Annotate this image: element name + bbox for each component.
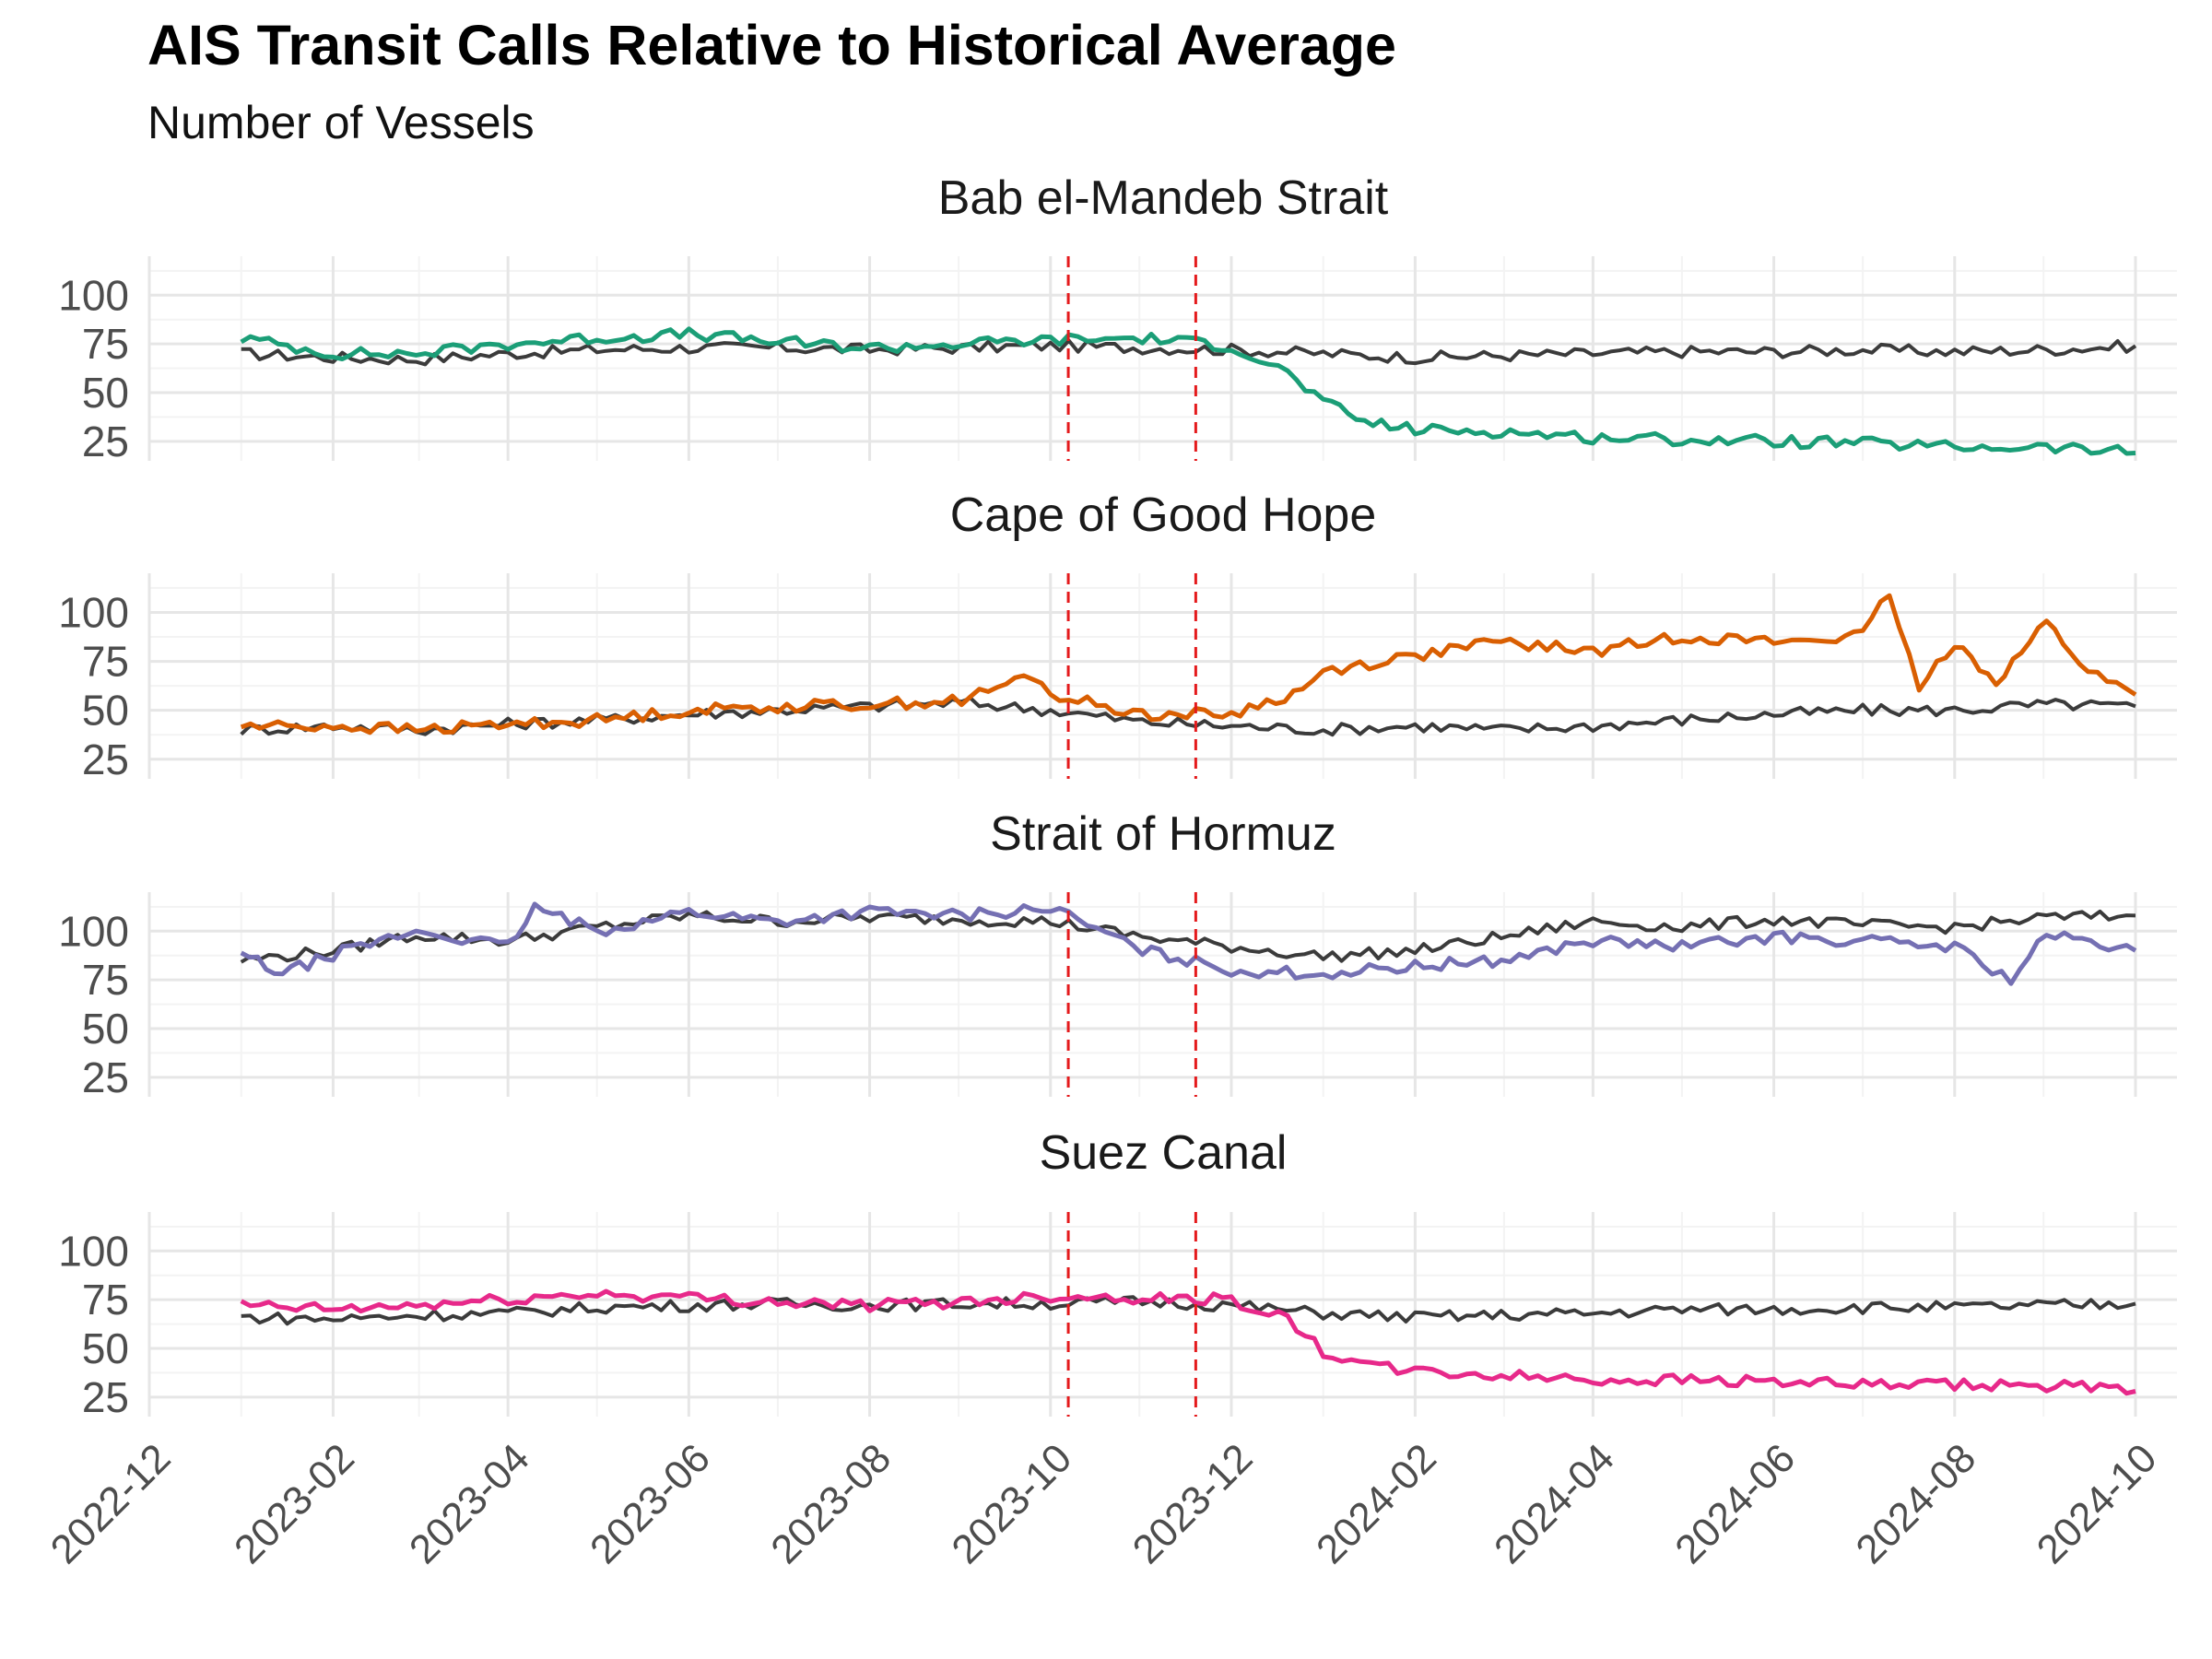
historical-average-line — [241, 338, 2137, 367]
transit-calls-line — [240, 901, 2137, 986]
y-tick-label: 50 — [82, 1324, 129, 1372]
x-tick-label: 2023-04 — [401, 1435, 538, 1572]
y-tick-label: 100 — [58, 588, 129, 636]
x-tick-label: 2023-08 — [762, 1435, 900, 1572]
y-tick-label: 75 — [82, 1276, 129, 1324]
y-tick-label: 50 — [82, 687, 129, 735]
x-tick-label: 2023-02 — [226, 1435, 363, 1572]
y-tick-label: 100 — [58, 907, 129, 955]
facet-title: Suez Canal — [1040, 1126, 1288, 1180]
y-tick-label: 25 — [82, 1373, 129, 1421]
y-tick-label: 75 — [82, 638, 129, 686]
x-tick-label: 2024-10 — [2029, 1435, 2166, 1572]
y-tick-label: 75 — [82, 956, 129, 1004]
historical-average-line — [240, 909, 2136, 964]
y-tick-label: 25 — [82, 735, 129, 783]
x-tick-label: 2024-04 — [1486, 1435, 1623, 1572]
facet-title: Strait of Hormuz — [990, 807, 1336, 861]
y-tick-label: 75 — [82, 320, 129, 368]
facet-title: Cape of Good Hope — [950, 488, 1377, 542]
x-tick-label: 2023-10 — [943, 1435, 1080, 1572]
chart-title: AIS Transit Calls Relative to Historical… — [147, 14, 1396, 76]
historical-average-line — [241, 1295, 2136, 1326]
chart-subtitle: Number of Vessels — [147, 97, 535, 148]
transit-calls-line — [240, 326, 2136, 456]
y-tick-label: 50 — [82, 369, 129, 417]
y-tick-label: 25 — [82, 418, 129, 465]
facet-title: Bab el-Mandeb Strait — [938, 171, 1389, 225]
x-tick-label: 2023-06 — [582, 1435, 719, 1572]
y-tick-label: 50 — [82, 1005, 129, 1053]
y-tick-label: 100 — [58, 271, 129, 319]
transit-calls-line — [240, 1288, 2136, 1396]
y-tick-label: 100 — [58, 1227, 129, 1275]
x-tick-label: 2022-12 — [42, 1435, 180, 1572]
x-tick-label: 2024-02 — [1308, 1435, 1445, 1572]
y-tick-label: 25 — [82, 1053, 129, 1101]
x-tick-label: 2024-06 — [1666, 1435, 1804, 1572]
x-tick-label: 2024-08 — [1847, 1435, 1984, 1572]
x-tick-label: 2023-12 — [1124, 1435, 1262, 1572]
